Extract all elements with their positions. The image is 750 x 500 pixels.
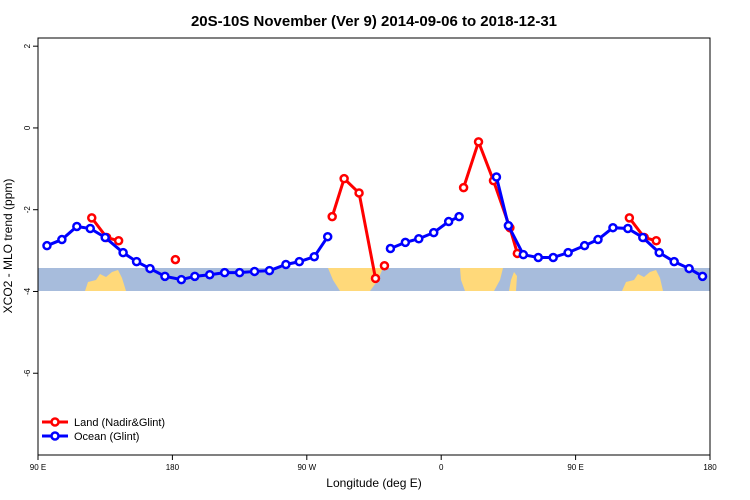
data-point <box>563 247 573 258</box>
data-point <box>385 243 396 254</box>
data-point <box>473 137 484 147</box>
data-point <box>72 221 82 232</box>
legend-marker <box>50 417 60 427</box>
data-point <box>379 260 390 271</box>
data-point <box>204 269 215 280</box>
land-shape <box>460 268 503 291</box>
data-point <box>264 265 275 276</box>
x-tick-label: 90 E <box>30 463 46 472</box>
data-point <box>170 254 181 265</box>
data-point <box>118 247 128 258</box>
data-point <box>443 216 454 227</box>
data-point <box>608 222 618 233</box>
data-point <box>651 236 661 246</box>
data-point <box>219 267 230 278</box>
data-point <box>160 271 170 282</box>
data-point <box>533 252 544 263</box>
data-point <box>85 223 96 234</box>
y-tick-label: -2 <box>23 206 32 214</box>
data-point <box>491 172 502 182</box>
x-tick-label: 90 E <box>567 463 583 472</box>
data-point <box>684 263 694 274</box>
y-tick-label: 0 <box>23 125 32 130</box>
x-tick-label: 180 <box>166 463 180 472</box>
legend-label: Land (Nadir&Glint) <box>74 417 165 429</box>
y-tick-label: -6 <box>23 369 32 377</box>
data-point <box>593 234 603 245</box>
data-point <box>176 274 187 285</box>
data-point <box>145 263 155 274</box>
data-point <box>414 233 424 244</box>
data-point <box>57 234 67 245</box>
land-shape <box>509 272 517 291</box>
data-point <box>624 213 635 223</box>
land-shape <box>328 268 383 291</box>
data-point <box>339 173 349 184</box>
y-tick-label: -4 <box>23 287 32 295</box>
data-point <box>294 256 305 267</box>
chart-title: 20S-10S November (Ver 9) 2014-09-06 to 2… <box>191 13 557 30</box>
data-point <box>370 273 381 284</box>
land-shape <box>85 270 126 291</box>
data-point <box>579 240 590 251</box>
data-point <box>100 232 110 243</box>
data-point <box>42 240 52 251</box>
x-tick-label: 0 <box>439 463 444 472</box>
data-point <box>697 271 708 282</box>
data-point <box>503 220 514 231</box>
data-point <box>327 211 337 222</box>
data-point <box>428 227 439 238</box>
data-point <box>548 252 558 263</box>
data-point <box>234 267 245 278</box>
data-point <box>454 211 464 222</box>
data-point <box>131 256 142 267</box>
data-point <box>249 266 260 277</box>
data-point <box>638 232 648 243</box>
data-point <box>309 251 320 262</box>
data-point <box>113 236 124 246</box>
data-point <box>654 247 664 258</box>
data-point <box>354 188 364 198</box>
data-point <box>400 237 411 248</box>
y-tick-label: 2 <box>23 43 32 48</box>
series-line <box>46 176 704 282</box>
x-tick-label: 180 <box>703 463 717 472</box>
data-point <box>623 223 633 234</box>
legend-marker <box>50 431 60 441</box>
data-point <box>281 259 291 270</box>
data-point <box>669 256 679 267</box>
y-axis-label: XCO2 - MLO trend (ppm) <box>1 179 15 314</box>
legend-label: Ocean (Glint) <box>74 431 139 443</box>
land-shape <box>622 270 663 291</box>
data-point <box>458 182 469 193</box>
data-point <box>190 271 200 282</box>
x-tick-label: 90 W <box>297 463 316 472</box>
x-axis-label: Longitude (deg E) <box>326 476 421 490</box>
data-point <box>518 249 529 260</box>
data-point <box>322 231 333 242</box>
data-point <box>87 213 97 223</box>
plot-frame <box>37 37 711 456</box>
